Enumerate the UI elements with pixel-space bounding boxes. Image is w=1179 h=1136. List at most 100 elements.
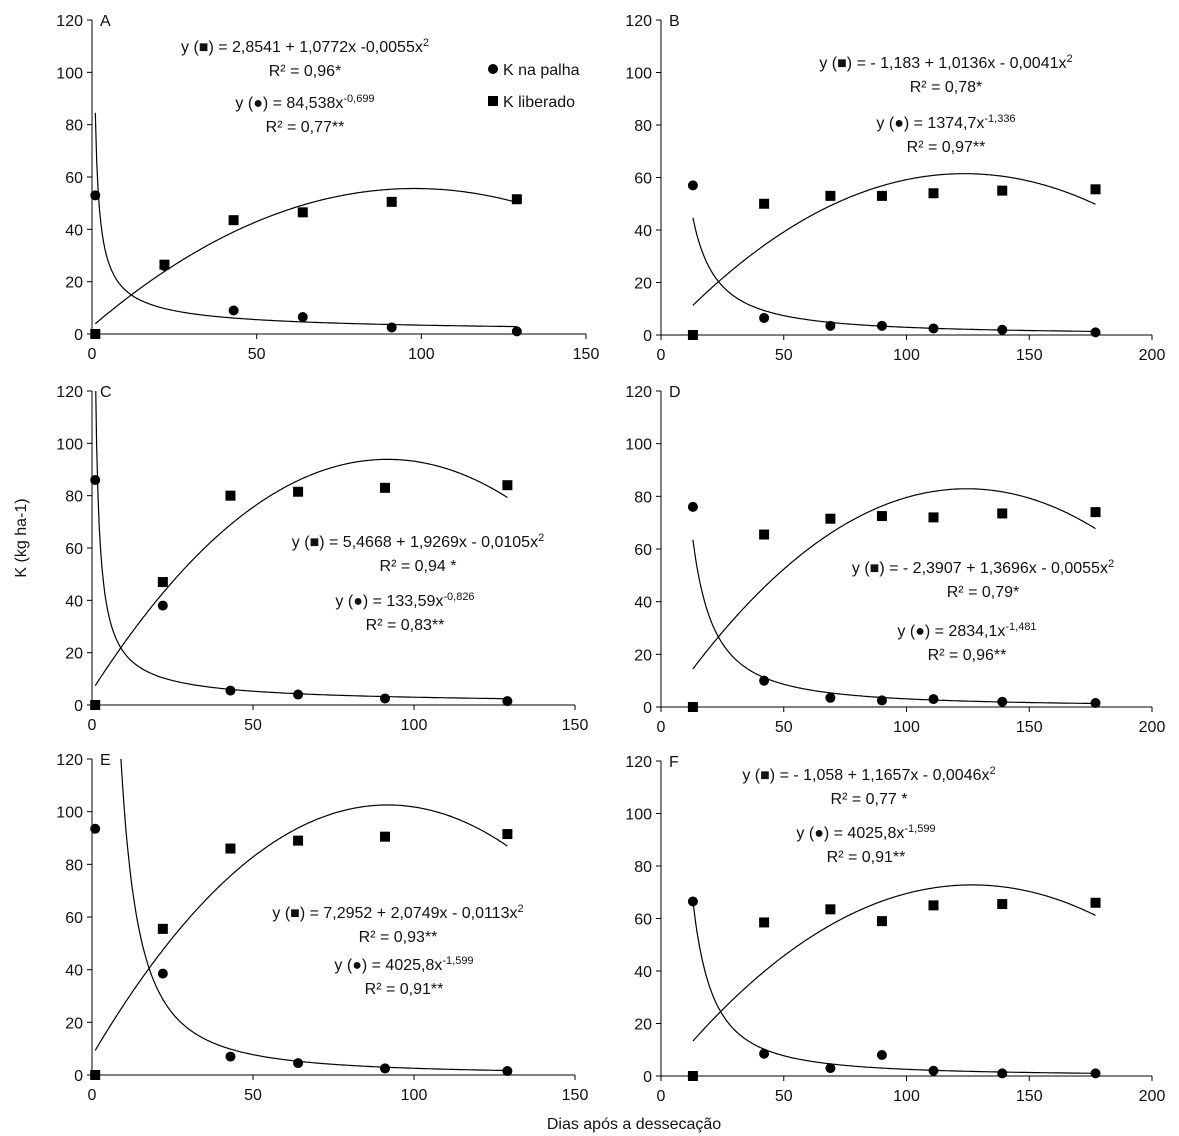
x-tick-label: 0 xyxy=(657,719,666,736)
x-tick-label: 150 xyxy=(562,1087,589,1104)
equation-line: y (●) = 2834,1x-1,481 xyxy=(897,621,1036,640)
equation-r2: R² = 0,79* xyxy=(947,584,1019,601)
point-k-liberado xyxy=(759,917,770,928)
point-k-liberado xyxy=(502,829,513,840)
fit-curve-k-na-palha xyxy=(95,391,508,700)
point-k-na-palha xyxy=(825,692,836,703)
point-k-na-palha xyxy=(876,320,887,331)
y-tick-label: 40 xyxy=(634,223,652,240)
point-k-na-palha xyxy=(293,689,304,700)
equation-line: y (●) = 133,59x-0,826 xyxy=(335,591,474,610)
equation-r2: R² = 0,91** xyxy=(365,981,444,998)
legend-marker-square xyxy=(488,96,498,106)
point-k-na-palha xyxy=(380,693,391,704)
y-tick-label: 60 xyxy=(65,170,83,187)
x-tick-label: 0 xyxy=(88,346,97,363)
panel-letter: F xyxy=(669,754,679,771)
point-k-liberado xyxy=(687,330,698,340)
point-k-na-palha xyxy=(386,322,397,333)
point-k-liberado xyxy=(386,196,397,207)
y-tick-label: 20 xyxy=(634,276,652,293)
equation-r2: R² = 0,78* xyxy=(910,79,982,96)
point-k-liberado xyxy=(997,899,1008,910)
point-k-na-palha xyxy=(928,694,939,705)
point-k-liberado xyxy=(1090,897,1101,908)
x-axis-title: Dias após a dessecação xyxy=(547,1116,721,1133)
y-tick-label: 40 xyxy=(65,963,83,980)
point-k-na-palha xyxy=(1090,1068,1101,1079)
fit-curve-k-na-palha xyxy=(692,539,1096,705)
y-tick-label: 60 xyxy=(634,912,652,929)
x-tick-label: 50 xyxy=(775,347,793,364)
x-tick-label: 0 xyxy=(657,347,666,364)
point-k-liberado xyxy=(159,259,170,270)
point-k-na-palha xyxy=(825,320,836,331)
y-tick-label: 60 xyxy=(634,542,652,559)
point-k-na-palha xyxy=(1090,327,1101,338)
point-k-liberado xyxy=(928,900,939,911)
point-k-na-palha xyxy=(876,1050,887,1060)
equation-exponent: 2 xyxy=(538,532,544,544)
panel-letter: E xyxy=(100,752,111,769)
panel-letter: D xyxy=(669,384,681,401)
panel-letter: C xyxy=(100,384,112,401)
legend: K na palha K liberado xyxy=(488,62,580,111)
equation-exponent: 2 xyxy=(990,765,996,777)
x-tick-label: 150 xyxy=(1016,347,1043,364)
point-k-na-palha xyxy=(90,190,101,201)
y-tick-label: 40 xyxy=(634,595,652,612)
y-tick-label: 100 xyxy=(56,65,83,82)
point-k-liberado xyxy=(511,194,522,205)
point-k-na-palha xyxy=(997,1068,1008,1079)
point-k-na-palha xyxy=(228,305,239,316)
equation-line: y (●) = 4025,8x-1,599 xyxy=(796,823,935,842)
point-k-liberado xyxy=(228,215,239,226)
x-tick-label: 200 xyxy=(1139,1088,1166,1105)
equation-r2: R² = 0,96** xyxy=(928,647,1007,664)
x-tick-label: 0 xyxy=(657,1088,666,1105)
equation-line: y (●) = 1374,7x-1,336 xyxy=(876,113,1015,132)
equation-r2: R² = 0,97** xyxy=(907,139,986,156)
point-k-liberado xyxy=(380,831,391,842)
x-tick-label: 200 xyxy=(1139,347,1166,364)
legend-label-k-liberado: K liberado xyxy=(503,94,575,111)
equation-exponent: -0,699 xyxy=(343,93,374,105)
panel-d: 0 20 40 60 80 100 120 0 50 100 150 200 Dy (■) = - 2,… xyxy=(625,384,1165,736)
point-k-liberado xyxy=(687,1071,698,1081)
y-tick-label: 80 xyxy=(65,489,83,506)
y-tick-label: 80 xyxy=(65,857,83,874)
y-tick-label: 120 xyxy=(625,13,652,30)
point-k-liberado xyxy=(225,843,236,854)
point-k-na-palha xyxy=(876,695,887,706)
x-tick-label: 50 xyxy=(775,1088,793,1105)
point-k-liberado xyxy=(997,508,1008,519)
point-k-na-palha xyxy=(380,1063,391,1074)
point-k-na-palha xyxy=(997,324,1008,335)
fit-curve-k-na-palha xyxy=(692,217,1096,332)
fit-curve-k-liberado xyxy=(692,173,1096,306)
fit-curve-k-liberado xyxy=(94,804,508,1051)
y-tick-label: 0 xyxy=(74,327,83,344)
point-k-na-palha xyxy=(157,968,168,979)
x-tick-label: 150 xyxy=(573,346,600,363)
y-tick-label: 40 xyxy=(634,964,652,981)
y-tick-label: 100 xyxy=(625,807,652,824)
point-k-na-palha xyxy=(687,896,698,907)
point-k-na-palha xyxy=(90,474,101,485)
panel-letter: A xyxy=(100,13,111,30)
equation-line: y (●) = 4025,8x-1,599 xyxy=(334,955,473,974)
point-k-na-palha xyxy=(297,311,308,322)
point-k-liberado xyxy=(293,486,304,497)
y-tick-label: 60 xyxy=(634,171,652,188)
equation-exponent: -1,599 xyxy=(904,823,935,835)
point-k-liberado xyxy=(225,490,236,501)
equation-exponent: 2 xyxy=(517,903,523,915)
y-tick-label: 80 xyxy=(634,118,652,135)
point-k-liberado xyxy=(759,529,770,540)
y-tick-label: 120 xyxy=(56,384,83,401)
y-tick-label: 120 xyxy=(56,13,83,30)
point-k-na-palha xyxy=(1090,698,1101,709)
x-tick-label: 50 xyxy=(244,1087,262,1104)
panel-e: 0 20 40 60 80 100 120 0 50 100 150 Ey (■) = 7,2952 … xyxy=(56,752,589,1104)
